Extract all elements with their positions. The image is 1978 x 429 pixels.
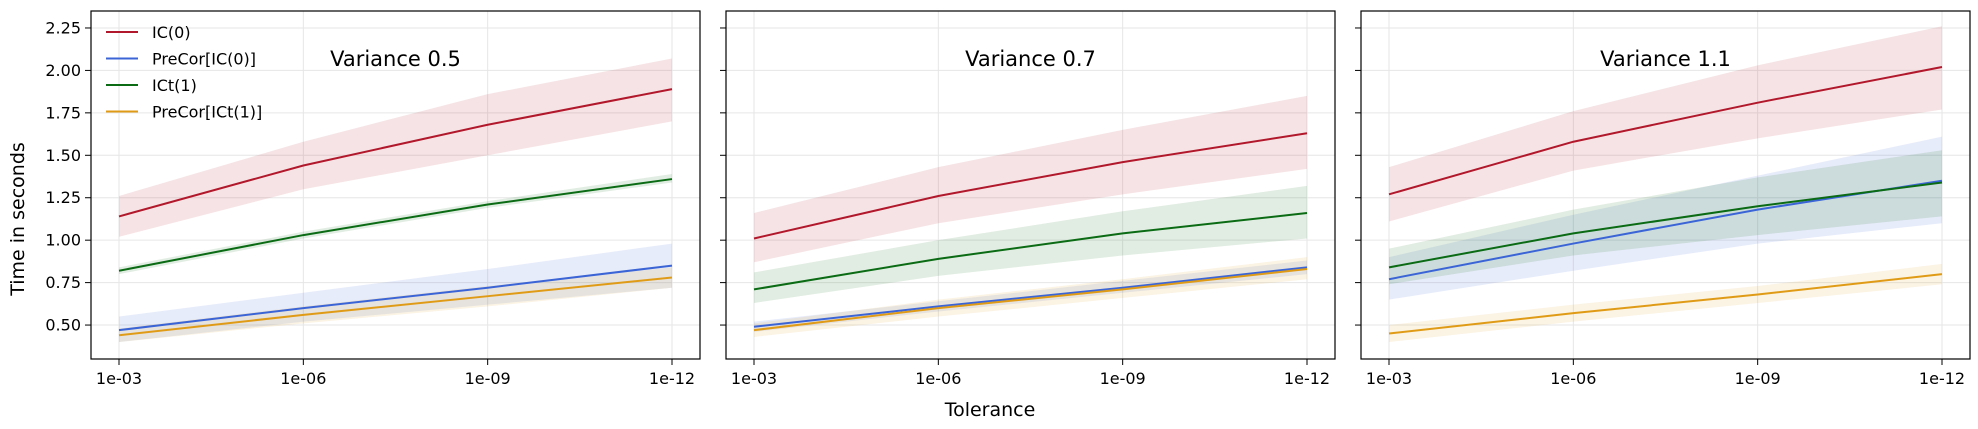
legend-item: PreCor[ICt(1)] [106, 103, 262, 122]
band-precor-ic-0- [119, 243, 672, 343]
x-tick-label: 1e-06 [280, 369, 326, 388]
plot-frame [1360, 10, 1971, 360]
series-line-ic-0- [118, 88, 673, 218]
x-tick-label: 1e-06 [1550, 369, 1596, 388]
series-line-ict-1- [118, 178, 673, 272]
panel-title: Variance 0.5 [330, 47, 461, 71]
x-tick-label: 1e-03 [731, 369, 777, 388]
y-tick-label: 1.25 [45, 188, 81, 207]
legend-label: PreCor[IC(0)] [152, 50, 256, 69]
y-tick-label: 2.25 [45, 18, 81, 37]
band-ic-0- [119, 58, 672, 237]
series-line-ict-1- [753, 212, 1308, 291]
x-tick-label: 1e-12 [649, 369, 695, 388]
legend-label: ICt(1) [152, 76, 197, 95]
series-line-precor-ict-1- [753, 268, 1308, 332]
series-line-precor-ic-0- [753, 266, 1308, 328]
legend-item: IC(0) [106, 23, 191, 42]
plot-frame [725, 10, 1336, 360]
series-line-ic-0- [1388, 66, 1943, 196]
y-tick-label: 0.50 [45, 316, 81, 335]
panel-1: 0.50 0.75 1.00 1.25 1.50 1.75 2.00 2.25 1e-03 1e-… [45, 10, 701, 388]
x-tick-label: 1e-03 [96, 369, 142, 388]
x-tick-label: 1e-03 [1366, 369, 1412, 388]
series-line-precor-ict-1- [1388, 273, 1943, 335]
band-ict-1- [1389, 150, 1942, 285]
band-ic-0- [1389, 26, 1942, 222]
band-ict-1- [754, 185, 1307, 303]
legend-label: IC(0) [152, 23, 191, 42]
y-tick-label: 0.75 [45, 273, 81, 292]
panel-title: Variance 0.7 [965, 47, 1096, 71]
legend: IC(0) PreCor[IC(0)] ICt(1) PreCor[ICt(1)] [106, 23, 262, 122]
x-tick-label: 1e-12 [1284, 369, 1330, 388]
panel-title: Variance 1.1 [1600, 47, 1731, 71]
plot-frame [90, 10, 701, 360]
series-line-precor-ict-1- [118, 276, 673, 337]
x-tick-label: 1e-09 [465, 369, 511, 388]
legend-label: PreCor[ICt(1)] [152, 103, 262, 122]
legend-item: ICt(1) [106, 76, 197, 95]
y-axis-title: Time in seconds [7, 142, 29, 297]
x-tick-label: 1e-06 [915, 369, 961, 388]
series-line-precor-ic-0- [118, 264, 673, 332]
y-tick-label: 1.00 [45, 231, 81, 250]
y-tick-label: 1.75 [45, 103, 81, 122]
series-line-ic-0- [753, 132, 1308, 240]
panel-3: 1e-03 1e-06 1e-09 1e-12 Variance 1.1 [1355, 10, 1971, 388]
band-precor-ic-0- [1389, 136, 1942, 300]
x-tick-label: 1e-09 [1100, 369, 1146, 388]
x-tick-label: 1e-12 [1919, 369, 1965, 388]
legend-item: PreCor[IC(0)] [106, 50, 256, 69]
series-line-ict-1- [1388, 181, 1943, 269]
panel-2: 1e-03 1e-06 1e-09 1e-12 Variance 0.7 [720, 10, 1336, 388]
y-tick-label: 1.50 [45, 146, 81, 165]
x-axis-title: Tolerance [944, 399, 1036, 421]
x-tick-label: 1e-09 [1735, 369, 1781, 388]
y-tick-label: 2.00 [45, 61, 81, 80]
